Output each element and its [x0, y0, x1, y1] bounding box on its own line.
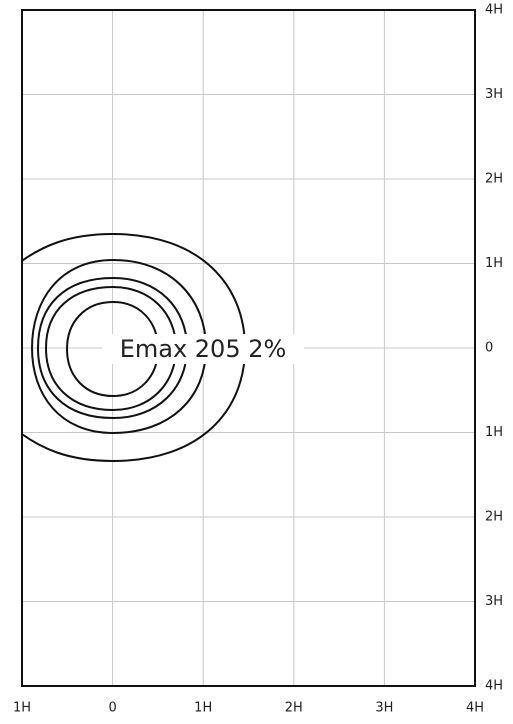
grid [22, 10, 475, 686]
x-tick-label: 3H [375, 701, 393, 716]
frame [21, 9, 476, 687]
x-tick-label: 2H [285, 701, 303, 716]
y-tick-label: 3H [485, 594, 503, 609]
contour [22, 232, 247, 463]
contour [30, 258, 208, 435]
contour [44, 285, 178, 412]
contour [65, 300, 160, 398]
y-tick-label: 1H [485, 425, 503, 440]
x-tick-label: 0 [108, 701, 116, 716]
y-tick-label: 3H [485, 87, 503, 102]
y-tick-label: 4H [485, 3, 503, 18]
y-tick-label: 2H [485, 172, 503, 187]
x-tick-label: 1H [194, 701, 212, 716]
contours [22, 232, 247, 463]
x-tick-label: 1H [13, 701, 31, 716]
y-tick-label: 1H [485, 256, 503, 271]
annotation-background [102, 334, 304, 364]
y-tick-label: 2H [485, 510, 503, 525]
annotation: Emax 205 2% [120, 335, 287, 363]
x-tick-label: 4H [466, 701, 484, 716]
y-tick-label: 0 [485, 341, 493, 356]
contour [36, 276, 189, 420]
y-tick-label: 4H [485, 679, 503, 694]
